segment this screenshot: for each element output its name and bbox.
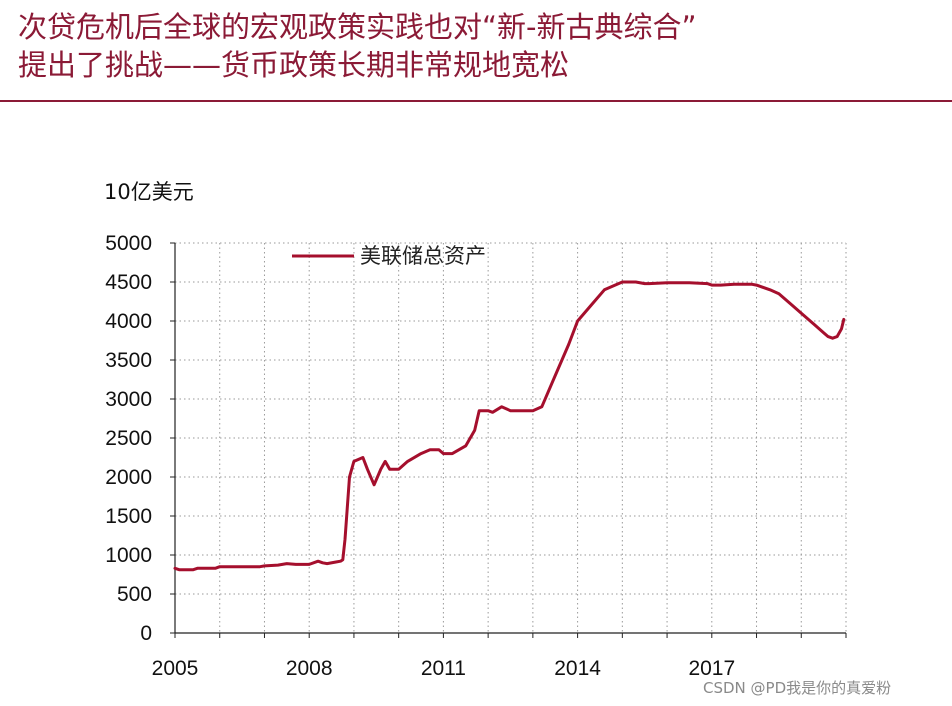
y-tick-label: 0 xyxy=(140,622,152,645)
watermark: CSDN @PD我是你的真爱粉 xyxy=(703,679,892,697)
y-tick-label: 1000 xyxy=(105,544,152,567)
unit-label: 10亿美元 xyxy=(104,180,194,204)
x-tick-label: 2005 xyxy=(152,657,199,680)
y-tick-label: 500 xyxy=(117,583,152,606)
y-tick-label: 1500 xyxy=(105,505,152,528)
y-tick-label: 4500 xyxy=(105,271,152,294)
legend-label: 美联储总资产 xyxy=(360,244,486,268)
y-tick-label: 4000 xyxy=(105,310,152,333)
slide-title-line-2: 提出了挑战——货币政策长期非常规地宽松 xyxy=(18,48,570,82)
y-tick-label: 3000 xyxy=(105,388,152,411)
y-tick-label: 2000 xyxy=(105,466,152,489)
x-tick-label: 2017 xyxy=(688,657,735,680)
y-tick-label: 3500 xyxy=(105,349,152,372)
slide-title: 次贷危机后全球的宏观政策实践也对“新-新古典综合” 提出了挑战——货币政策长期非… xyxy=(18,8,697,84)
slide-title-line-1: 次贷危机后全球的宏观政策实践也对“新-新古典综合” xyxy=(18,10,697,44)
x-tick-label: 2008 xyxy=(286,657,333,680)
x-tick-label: 2011 xyxy=(421,657,466,680)
y-tick-label: 5000 xyxy=(105,232,152,255)
y-tick-label: 2500 xyxy=(105,427,152,450)
title-divider xyxy=(0,100,952,102)
x-tick-label: 2014 xyxy=(554,657,601,680)
series-line-fed-total-assets xyxy=(173,280,846,572)
